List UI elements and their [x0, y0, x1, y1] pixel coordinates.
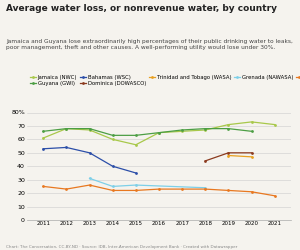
Text: Average water loss, or nonrevenue water, by country: Average water loss, or nonrevenue water,… — [6, 4, 277, 13]
Text: Jamaica and Guyana lose extraordinarily high percentages of their public drinkin: Jamaica and Guyana lose extraordinarily … — [6, 39, 293, 50]
Text: Chart: The Conversation, CC-BY-ND · Source: IDB, Inter-American Development Bank: Chart: The Conversation, CC-BY-ND · Sour… — [6, 245, 237, 249]
Legend: Jamaica (NWC), Guyana (GWI), Bahamas (WSC), Dominica (DOWASCO), Trinidad and Tob: Jamaica (NWC), Guyana (GWI), Bahamas (WS… — [30, 75, 300, 86]
